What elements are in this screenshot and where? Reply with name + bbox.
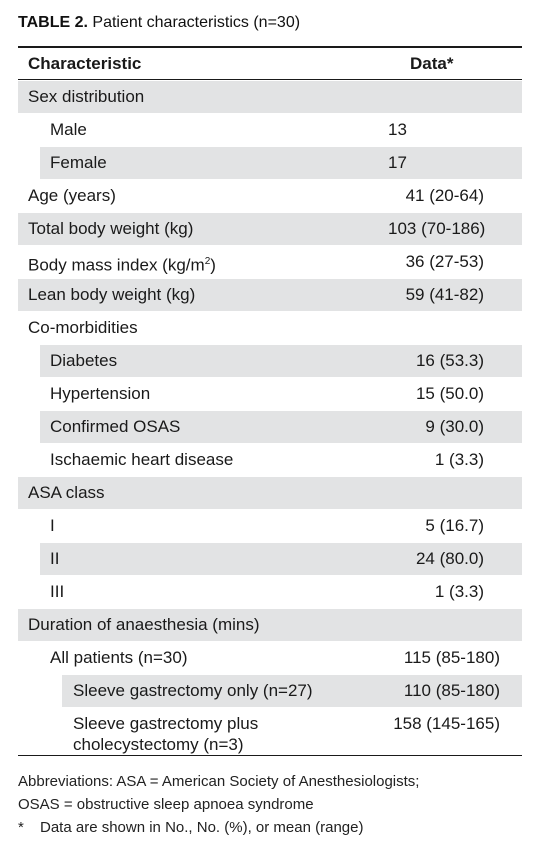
table-footnotes: Abbreviations: ASA = American Society of… bbox=[18, 770, 528, 839]
header-rule bbox=[18, 79, 522, 80]
bottom-rule bbox=[18, 755, 522, 756]
row-value: 110 (85-180) bbox=[403, 681, 500, 700]
row-value: 59 (41-82) bbox=[405, 285, 484, 304]
footnote-abbreviations-1: Abbreviations: ASA = American Society of… bbox=[18, 773, 420, 790]
row-label: Co-morbidities bbox=[28, 318, 138, 337]
row-label: Sleeve gastrectomy only (n=27) bbox=[73, 681, 313, 700]
row-value: 41 (20-64) bbox=[405, 186, 484, 205]
table-row: Duration of anaesthesia (mins) bbox=[18, 608, 522, 641]
row-value: 16 (53.3) bbox=[415, 351, 484, 370]
row-label: Lean body weight (kg) bbox=[28, 285, 196, 304]
row-value: 5 (16.7) bbox=[425, 516, 484, 535]
footnote-abbreviations-2: OSAS = obstructive sleep apnoea syndrome bbox=[18, 796, 314, 813]
footnote-star: * bbox=[18, 819, 24, 836]
data-table: Sex distribution Male 13 Female 17 Age (… bbox=[18, 80, 522, 757]
table-row: Sleeve gastrectomy plus cholecystectomy (… bbox=[18, 707, 522, 757]
row-value: 17 bbox=[388, 153, 407, 172]
row-value: 36 (27-53) bbox=[405, 252, 484, 271]
row-label: Male bbox=[50, 120, 87, 139]
table-row: I 5 (16.7) bbox=[18, 509, 522, 542]
table-row: Co-morbidities bbox=[18, 311, 522, 344]
row-label: Sleeve gastrectomy plus cholecystectomy (… bbox=[73, 714, 259, 754]
footnote-data: * Data are shown in No., No. (%), or mean… bbox=[18, 816, 528, 839]
row-value: 103 (70-186) bbox=[388, 219, 486, 238]
row-value: 115 (85-180) bbox=[403, 648, 500, 667]
top-rule bbox=[18, 46, 522, 48]
table-row: III 1 (3.3) bbox=[18, 575, 522, 608]
row-label: ASA class bbox=[28, 483, 105, 502]
table-row: Ischaemic heart disease 1 (3.3) bbox=[18, 443, 522, 476]
table-label: TABLE 2. bbox=[18, 14, 88, 31]
row-label: Duration of anaesthesia (mins) bbox=[28, 615, 260, 634]
table-row: All patients (n=30) 115 (85-180) bbox=[18, 641, 522, 674]
table-row: ASA class bbox=[18, 476, 522, 509]
row-value: 24 (80.0) bbox=[415, 549, 484, 568]
table-header: Characteristic Data* bbox=[18, 48, 522, 78]
table-row: Confirmed OSAS 9 (30.0) bbox=[40, 410, 522, 443]
table-row: Female 17 bbox=[40, 146, 522, 179]
table-row: Sex distribution bbox=[18, 80, 522, 113]
row-label: Total body weight (kg) bbox=[28, 219, 194, 238]
row-label: Body mass index (kg/m2) bbox=[28, 255, 216, 275]
row-label: I bbox=[50, 516, 55, 535]
table-row: Total body weight (kg) 103 (70-186) bbox=[18, 212, 522, 245]
table-row: Sleeve gastrectomy only (n=27) 110 (85-1… bbox=[62, 674, 522, 707]
table-row: Hypertension 15 (50.0) bbox=[18, 377, 522, 410]
row-label: Sex distribution bbox=[28, 87, 145, 106]
row-label: Female bbox=[50, 153, 107, 172]
table-row: Body mass index (kg/m2) 36 (27-53) bbox=[18, 245, 522, 278]
row-label: Ischaemic heart disease bbox=[50, 450, 234, 469]
table-row: Male 13 bbox=[18, 113, 522, 146]
row-value: 13 bbox=[388, 120, 407, 139]
row-label: Hypertension bbox=[50, 384, 151, 403]
row-label: Age (years) bbox=[28, 186, 116, 205]
row-label: II bbox=[50, 549, 60, 568]
row-value: 9 (30.0) bbox=[425, 417, 484, 436]
row-label: All patients (n=30) bbox=[50, 648, 188, 667]
row-value: 1 (3.3) bbox=[434, 450, 484, 469]
footnote-note: Data are shown in No., No. (%), or mean … bbox=[40, 819, 364, 836]
row-label: Diabetes bbox=[50, 351, 118, 370]
row-value: 1 (3.3) bbox=[434, 582, 484, 601]
table-title: TABLE 2. Patient characteristics (n=30) bbox=[18, 14, 300, 32]
row-label: Confirmed OSAS bbox=[50, 417, 181, 436]
row-label: III bbox=[50, 582, 65, 601]
row-value: 15 (50.0) bbox=[415, 384, 484, 403]
header-data: Data* bbox=[410, 54, 454, 73]
table-row: Age (years) 41 (20-64) bbox=[18, 179, 522, 212]
header-characteristic: Characteristic bbox=[28, 54, 142, 73]
table-row: II 24 (80.0) bbox=[40, 542, 522, 575]
table-row: Diabetes 16 (53.3) bbox=[40, 344, 522, 377]
table-row: Lean body weight (kg) 59 (41-82) bbox=[18, 278, 522, 311]
row-value: 158 (145-165) bbox=[393, 714, 500, 733]
table-caption: Patient characteristics (n=30) bbox=[92, 14, 301, 31]
